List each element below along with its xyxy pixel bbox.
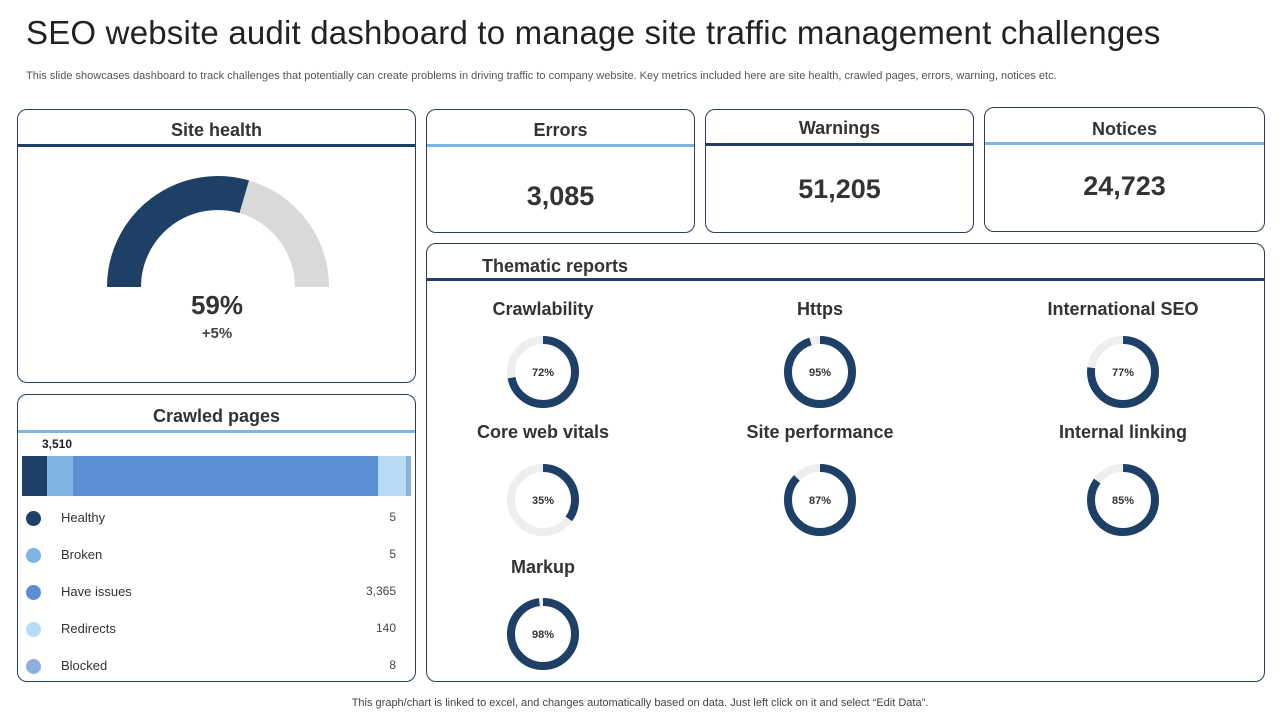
legend-label: Have issues <box>61 584 132 599</box>
donut-value-internal-linking: 85% <box>1112 495 1134 507</box>
donut-arc-crawlability <box>507 336 579 408</box>
legend-dot <box>26 622 41 637</box>
legend-row-have-issues: Have issues 3,365 <box>26 582 396 602</box>
donut-label-crawlability: Crawlability <box>492 299 594 319</box>
notices-divider <box>985 142 1264 145</box>
donut-label-core-web-vitals: Core web vitals <box>476 422 610 442</box>
crawled-pages-stacked-bar[interactable] <box>22 456 411 496</box>
legend-label: Redirects <box>61 621 116 636</box>
gauge-value-arc <box>107 176 249 288</box>
crawled-pages-title: Crawled pages <box>152 406 281 426</box>
legend-label: Broken <box>61 547 103 562</box>
errors-card[interactable]: Errors 3,085 <box>426 109 695 233</box>
legend-row-blocked: Blocked 8 <box>26 656 396 676</box>
legend-value: 140 <box>375 621 396 635</box>
donut-value-core-web-vitals: 35% <box>532 495 554 507</box>
crawled-pages-card[interactable]: Crawled pages 3,510 Healthy 5 Broken 5 Have … <box>17 394 416 682</box>
thematic-reports-title: Thematic reports <box>482 256 629 276</box>
donut-arc-markup <box>507 598 579 670</box>
legend-value: 5 <box>389 547 396 561</box>
thematic-reports-divider <box>427 278 1264 281</box>
crawled-pages-total: 3,510 <box>42 437 73 451</box>
bar-segment-healthy[interactable] <box>22 456 47 496</box>
site-health-gauge[interactable] <box>98 175 338 305</box>
donut-arc-international-seo <box>1087 336 1159 408</box>
donut-value-site-performance: 87% <box>809 495 831 507</box>
notices-card[interactable]: Notices 24,723 <box>984 107 1265 232</box>
donut-label-markup: Markup <box>510 557 575 577</box>
errors-divider <box>427 144 694 147</box>
legend-label: Healthy <box>61 510 106 525</box>
donut-value-markup: 98% <box>532 629 554 641</box>
donut-core-web-vitals[interactable]: 35% <box>505 462 581 538</box>
page-title: SEO website audit dashboard to manage si… <box>26 14 1161 51</box>
legend-dot <box>26 548 41 563</box>
donut-crawlability[interactable]: 72% <box>505 334 581 410</box>
legend-value: 8 <box>389 658 396 672</box>
warnings-title: Warnings <box>798 118 881 138</box>
page-subtitle: This slide showcases dashboard to track … <box>26 70 1057 82</box>
donut-label-https: Https <box>797 299 843 319</box>
donut-value-crawlability: 72% <box>532 367 554 379</box>
bar-segment-broken[interactable] <box>47 456 73 496</box>
legend-dot <box>26 659 41 674</box>
donut-international-seo[interactable]: 77% <box>1085 334 1161 410</box>
donut-arc-site-performance <box>784 464 856 536</box>
site-health-change: +5% <box>201 325 233 342</box>
donut-https[interactable]: 95% <box>782 334 858 410</box>
notices-title: Notices <box>1091 119 1158 139</box>
donut-arc-https <box>784 336 856 408</box>
donut-label-international-seo: International SEO <box>1047 299 1199 319</box>
donut-value-international-seo: 77% <box>1112 367 1134 379</box>
errors-value: 3,085 <box>526 181 595 211</box>
errors-title: Errors <box>533 120 588 140</box>
warnings-divider <box>706 143 973 146</box>
site-health-title: Site health <box>170 120 263 140</box>
warnings-value: 51,205 <box>798 174 881 204</box>
legend-label: Blocked <box>61 658 108 673</box>
donut-arc-internal-linking <box>1087 464 1159 536</box>
footer-note: This graph/chart is linked to excel, and… <box>351 697 929 709</box>
donut-arc-core-web-vitals <box>507 464 579 536</box>
bar-segment-redirects[interactable] <box>378 456 406 496</box>
legend-row-redirects: Redirects 140 <box>26 619 396 639</box>
donut-markup[interactable]: 98% <box>505 596 581 672</box>
thematic-reports-card[interactable]: Thematic reports Crawlability 72% Https 95%… <box>426 243 1265 682</box>
site-health-card[interactable]: Site health 59% +5% <box>17 109 416 383</box>
notices-value: 24,723 <box>1083 171 1166 201</box>
legend-dot <box>26 585 41 600</box>
donut-value-https: 95% <box>809 367 831 379</box>
donut-label-site-performance: Site performance <box>746 422 894 442</box>
donut-internal-linking[interactable]: 85% <box>1085 462 1161 538</box>
donut-site-performance[interactable]: 87% <box>782 462 858 538</box>
warnings-card[interactable]: Warnings 51,205 <box>705 109 974 233</box>
legend-value: 5 <box>389 510 396 524</box>
bar-segment-have-issues[interactable] <box>73 456 378 496</box>
legend-value: 3,365 <box>365 584 396 598</box>
site-health-percent: 59% <box>190 290 244 320</box>
legend-dot <box>26 511 41 526</box>
legend-row-broken: Broken 5 <box>26 545 396 565</box>
legend-row-healthy: Healthy 5 <box>26 508 396 528</box>
donut-label-internal-linking: Internal linking <box>1058 422 1187 442</box>
site-health-divider <box>18 144 415 147</box>
bar-segment-blocked[interactable] <box>406 456 411 496</box>
crawled-pages-divider <box>18 430 415 433</box>
